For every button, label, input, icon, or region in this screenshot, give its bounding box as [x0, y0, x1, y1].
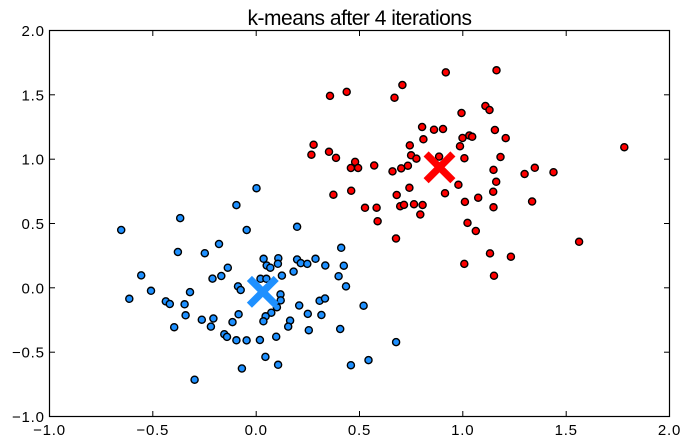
svg-text:0.5: 0.5 — [22, 216, 45, 233]
svg-text:−0.5: −0.5 — [136, 422, 169, 439]
svg-text:0.0: 0.0 — [245, 422, 268, 439]
svg-text:−1.0: −1.0 — [33, 422, 66, 439]
svg-text:1.5: 1.5 — [555, 422, 578, 439]
svg-text:2.0: 2.0 — [22, 23, 45, 40]
svg-text:0.0: 0.0 — [22, 280, 45, 297]
svg-text:−1.0: −1.0 — [12, 409, 45, 426]
svg-text:2.0: 2.0 — [658, 422, 681, 439]
svg-text:1.0: 1.0 — [22, 152, 45, 169]
svg-text:1.5: 1.5 — [22, 87, 45, 104]
svg-text:1.0: 1.0 — [451, 422, 474, 439]
svg-text:0.5: 0.5 — [348, 422, 371, 439]
svg-text:k-means after 4 iterations: k-means after 4 iterations — [248, 7, 472, 30]
svg-text:−0.5: −0.5 — [12, 345, 45, 362]
